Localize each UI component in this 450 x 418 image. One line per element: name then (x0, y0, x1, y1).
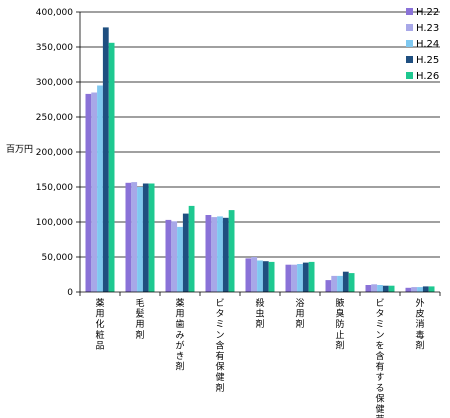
bar (428, 286, 435, 292)
bar (188, 205, 195, 292)
category-label: ビタミンを含有する保健薬 (375, 298, 384, 418)
category-label: 毛髪用剤 (135, 297, 144, 341)
y-tick-label: 350,000 (36, 43, 73, 53)
bar (365, 285, 372, 292)
y-tick-label: 150,000 (36, 183, 73, 193)
bar (308, 261, 315, 292)
legend: H.22 H.23 H.24 H.25 H.26 (406, 7, 439, 82)
y-tick-label: 50,000 (42, 253, 74, 263)
bar (222, 217, 229, 292)
y-tick-label: 200,000 (36, 148, 73, 158)
bar (251, 257, 258, 292)
bar (182, 213, 189, 292)
bar (125, 182, 132, 292)
bar (228, 210, 235, 292)
y-tick-label: 250,000 (36, 113, 73, 123)
category-label: 殺虫剤 (255, 297, 264, 330)
bar (388, 285, 395, 292)
legend-swatch (406, 56, 413, 63)
bar (331, 275, 338, 292)
bar (262, 261, 269, 292)
bar (102, 27, 109, 293)
category-label: 薬用歯みがき剤 (175, 297, 184, 373)
category-label: 腋臭防止剤 (335, 297, 344, 351)
bar (171, 221, 178, 292)
bar (148, 183, 155, 292)
bar (377, 285, 383, 292)
legend-swatch (406, 24, 413, 31)
bar (245, 258, 252, 292)
bar (417, 287, 423, 292)
category-label: ビタミン含有保健剤 (215, 298, 224, 394)
bar (382, 285, 389, 292)
bar (217, 216, 223, 292)
legend-label: H.22 (416, 7, 439, 18)
bar (371, 284, 378, 292)
bar (325, 280, 332, 292)
legend-label: H.24 (416, 39, 439, 50)
legend-label: H.23 (416, 23, 439, 34)
bar (257, 260, 263, 292)
bar (137, 187, 143, 292)
bar (422, 286, 429, 292)
category-labels: 薬用化粧品 毛髪用剤 薬用歯みがき剤 ビタミン含有保健剤 殺虫剤 浴用剤 腋臭防止剤 ビタミン… (95, 297, 424, 418)
legend-label: H.25 (416, 55, 439, 66)
bar (97, 85, 103, 292)
bar (285, 264, 292, 292)
bar (405, 287, 412, 292)
bar (348, 273, 355, 292)
y-tick-label: 100,000 (36, 218, 73, 228)
bar (142, 183, 149, 292)
legend-swatch (406, 40, 413, 47)
axes (79, 12, 441, 296)
bar (108, 42, 115, 292)
legend-label: H.26 (416, 71, 439, 82)
category-label: 浴用剤 (295, 298, 304, 330)
bar (131, 182, 138, 292)
y-axis-ticks: 0 50,000 100,000 150,000 200,000 250,000 300,0… (36, 8, 80, 298)
bar (91, 92, 98, 292)
bar (342, 271, 349, 292)
category-label: 外皮消毒剤 (415, 297, 424, 351)
bar (177, 226, 183, 292)
bar (165, 219, 172, 292)
bar (411, 287, 418, 292)
bar (302, 262, 309, 292)
y-axis-label: 百万円 (6, 144, 33, 155)
bar (291, 264, 298, 292)
y-tick-label: 400,000 (36, 8, 73, 18)
category-label: 薬用化粧品 (95, 297, 104, 351)
y-tick-label: 300,000 (36, 78, 73, 88)
bar (337, 275, 343, 292)
y-tick-label: 0 (67, 288, 73, 298)
bar (268, 261, 275, 292)
bar (205, 215, 212, 292)
bar (297, 264, 303, 292)
bars (85, 27, 435, 293)
legend-swatch (406, 72, 413, 79)
legend-swatch (406, 8, 413, 15)
bar (85, 93, 92, 293)
bar (211, 217, 218, 292)
